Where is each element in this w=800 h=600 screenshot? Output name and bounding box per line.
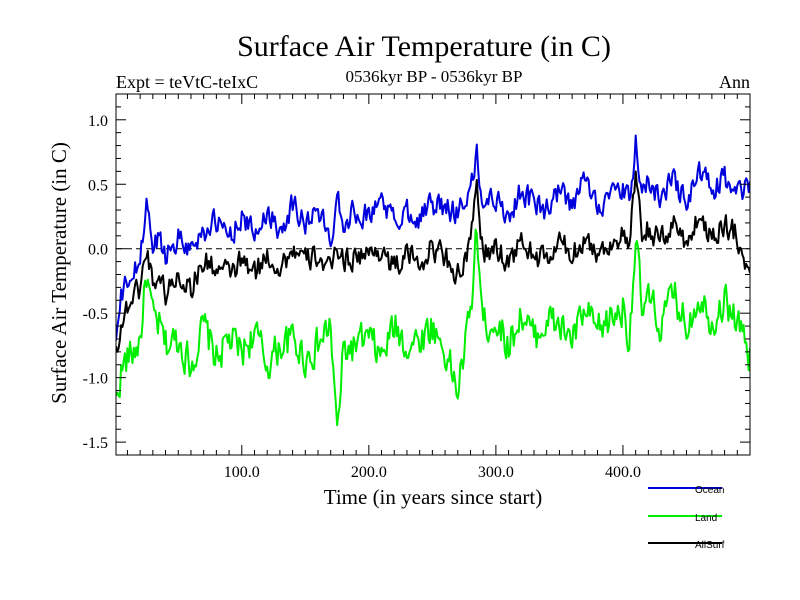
plot-frame (115, 93, 751, 456)
legend: Ocean Land AllSurf (648, 485, 725, 551)
y-tick-label: -1.0 (83, 371, 108, 388)
x-tick-label: 300.0 (478, 464, 514, 481)
y-tick-label: -1.5 (83, 435, 108, 452)
series-line-ocean (116, 134, 750, 341)
legend-label-ocean: Ocean (695, 485, 724, 496)
y-tick-label: 1.0 (88, 113, 108, 130)
legend-label-allsurf: AllSurf (695, 540, 725, 551)
series-line-allsurf (116, 170, 750, 353)
y-axis-label: Surface Air Temperature (in C) (47, 142, 71, 404)
x-axis-label: Time (in years since start) (324, 485, 543, 509)
series-group (116, 134, 750, 427)
experiment-label: Expt = teVtC-teIxC (116, 72, 258, 92)
season-label: Ann (719, 72, 750, 92)
series-line-land (116, 228, 750, 427)
period-label: 0536kyr BP - 0536kyr BP (346, 67, 523, 86)
x-tick-label: 400.0 (605, 464, 641, 481)
x-tick-label: 100.0 (224, 464, 260, 481)
y-tick-label: 0.5 (88, 177, 108, 194)
chart-title: Surface Air Temperature (in C) (237, 30, 611, 63)
y-tick-label: 0.0 (88, 242, 108, 259)
legend-label-land: Land (695, 513, 717, 524)
plot-border (115, 93, 751, 456)
axis-ticks: 1.0 0.5 0.0 -0.5 -1.0 -1.5 100.0 200.0 300.0 400.… (83, 93, 750, 481)
y-tick-label: -0.5 (83, 306, 108, 323)
x-tick-label: 200.0 (351, 464, 387, 481)
